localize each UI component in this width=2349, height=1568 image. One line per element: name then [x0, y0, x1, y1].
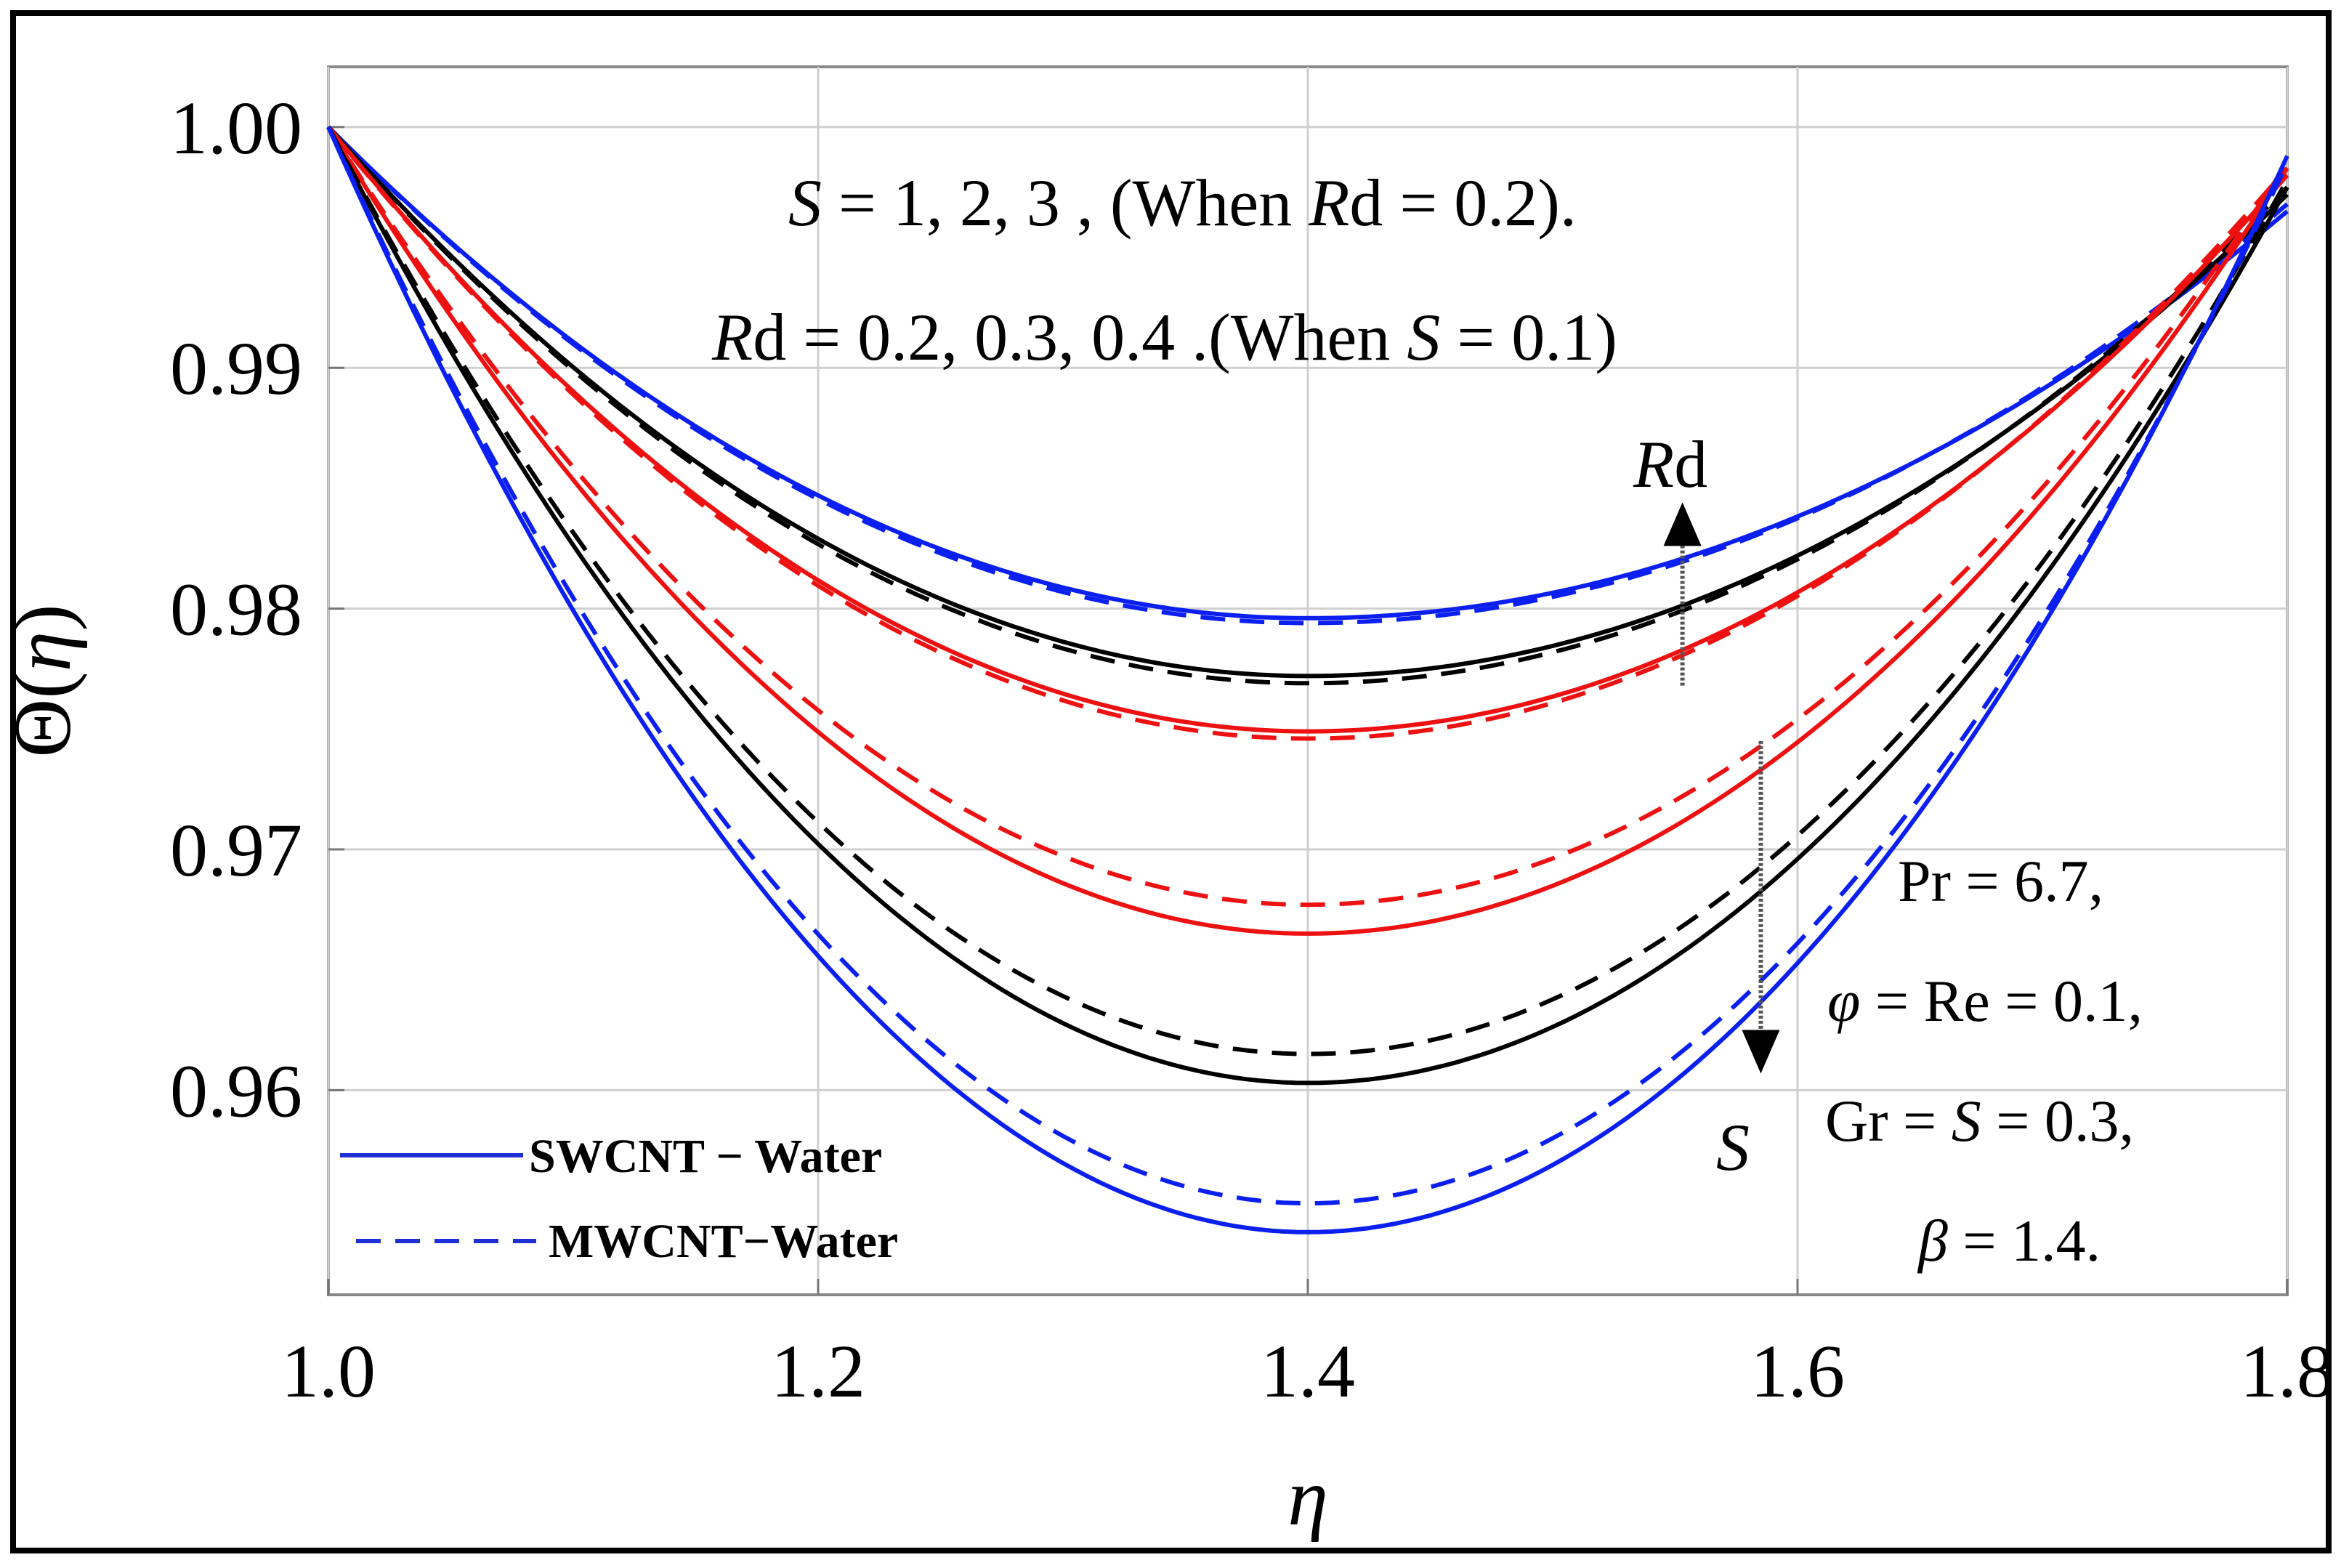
annotation-rd-values: Rd = 0.2, 0.3, 0.4 .(When S = 0.1) [711, 300, 1617, 374]
series-line-1 [326, 125, 2289, 626]
grid [327, 67, 2289, 1295]
axis-ticks: 1.0 1.2 1.4 1.6 1.8 0.96 0.97 0.98 0.99 1.00 [170, 86, 2334, 1413]
series-line-4 [326, 125, 2289, 734]
series-line-3 [326, 125, 2289, 686]
y-tick-label: 0.99 [170, 327, 302, 411]
legend: SWCNT − Water MWCNT−Water [340, 1130, 898, 1268]
y-tick-label: 0.98 [170, 568, 302, 652]
series-line-9 [326, 126, 2289, 1086]
param-beta: β = 1.4. [1917, 1208, 2101, 1274]
y-axis-label: Θ(η) [0, 604, 88, 757]
x-tick-label: 1.6 [1750, 1330, 1845, 1413]
rd-arrow-label: Rd [1633, 427, 1707, 501]
legend-label-swcnt: SWCNT − Water [529, 1130, 882, 1183]
arrow-head-S [1742, 1030, 1780, 1074]
param-pr: Pr = 6.7, [1898, 848, 2103, 914]
series-line-5 [326, 125, 2289, 741]
param-phi-re: φ = Re = 0.1, [1827, 968, 2143, 1034]
x-tick-label: 1.8 [2240, 1330, 2334, 1413]
x-axis-label: η [1287, 1452, 1328, 1543]
param-gr-s: Gr = S = 0.3, [1825, 1088, 2134, 1154]
series-line-7 [326, 126, 2289, 936]
series-line-6 [326, 126, 2289, 908]
y-tick-label: 1.00 [170, 86, 302, 170]
annotation-s-values: S = 1, 2, 3 , (When Rd = 0.2). [788, 166, 1577, 240]
legend-label-mwcnt: MWCNT−Water [549, 1215, 898, 1268]
series-line-8 [326, 126, 2289, 1056]
series-group [326, 125, 2289, 1234]
series-line-10 [326, 126, 2289, 1206]
y-tick-label: 0.97 [170, 809, 302, 892]
arrow-head-Rd [1663, 502, 1702, 546]
s-arrow-label: S [1716, 1110, 1750, 1184]
x-tick-label: 1.4 [1261, 1330, 1355, 1413]
x-tick-label: 1.0 [281, 1330, 376, 1413]
indicator-arrows [1663, 502, 1780, 1074]
y-tick-label: 0.96 [170, 1049, 302, 1133]
series-line-11 [326, 126, 2289, 1234]
x-tick-label: 1.2 [771, 1330, 865, 1413]
